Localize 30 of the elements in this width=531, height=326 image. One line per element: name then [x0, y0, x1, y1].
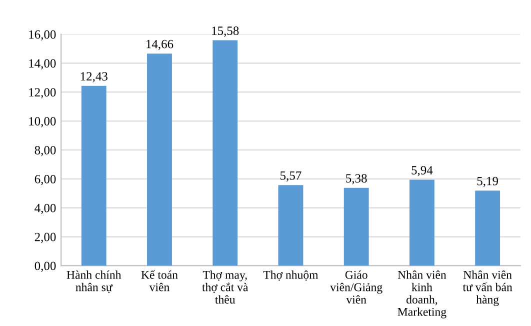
data-label: 5,38: [346, 174, 367, 184]
bar: [81, 86, 106, 266]
x-tick-label: Nhân viên kinh doanh, Marketing: [398, 270, 446, 318]
y-tick-label: 16,00: [29, 30, 56, 40]
y-tick-label: 4,00: [34, 204, 56, 214]
y-tick-label: 8,00: [34, 146, 56, 156]
y-tick-label: 6,00: [34, 174, 56, 186]
data-label: 5,19: [477, 176, 498, 188]
y-tick-label: 10,00: [29, 117, 56, 128]
bar: [344, 188, 369, 266]
y-tick-label: 14,00: [29, 59, 56, 70]
x-tick-label: Thợ may, thợ cắt và thêu: [202, 270, 248, 304]
data-label: 14,66: [146, 40, 174, 50]
x-tick-label: Giáo viên/Giảng viên: [330, 270, 382, 304]
x-tick-label: Hành chính nhân sự: [66, 270, 122, 294]
y-tick-label: 2,00: [34, 232, 56, 244]
y-tick-label: 12,00: [29, 88, 56, 98]
bar: [147, 54, 172, 266]
data-label: 5,94: [412, 166, 433, 176]
y-tick-label: 0,00: [34, 262, 56, 272]
x-tick-label: Kế toán viên: [141, 270, 178, 292]
bar: [278, 185, 304, 266]
x-tick-label: Nhân viên tư vấn bán hàng: [462, 270, 512, 306]
bar: [475, 190, 500, 266]
bar: [409, 180, 434, 266]
data-label: 12,43: [80, 72, 108, 82]
data-label: 5,57: [280, 171, 302, 182]
x-tick-label: Thợ nhuộm: [263, 270, 318, 281]
data-label: 15,58: [212, 26, 239, 37]
bar: [212, 40, 238, 266]
